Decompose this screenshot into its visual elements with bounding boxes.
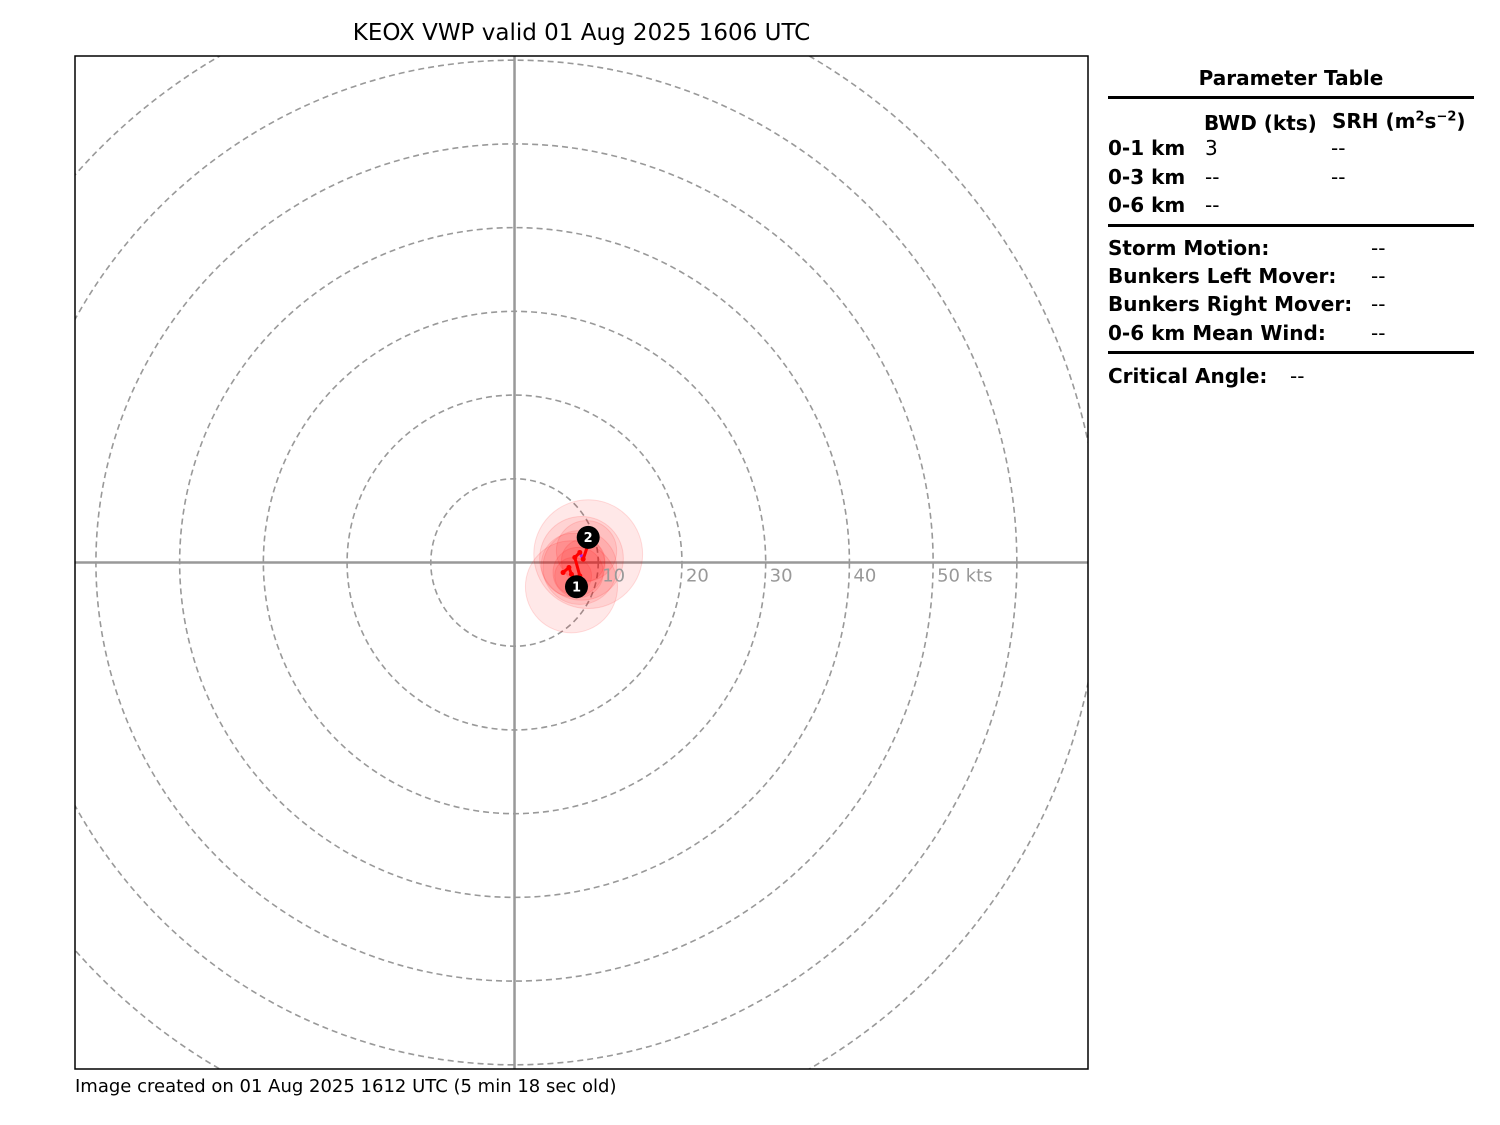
hodograph-point-2 bbox=[568, 571, 574, 577]
row-0-1km-bwd: 3 bbox=[1205, 136, 1218, 160]
plot-frame bbox=[74, 55, 1089, 1070]
srh-header: SRH (m2s−2) bbox=[1332, 109, 1466, 133]
hodograph-point-1 bbox=[566, 565, 572, 571]
height-marker-1 bbox=[564, 575, 588, 599]
hodograph-point-0 bbox=[560, 570, 566, 576]
table-rule-bottom bbox=[1108, 351, 1474, 354]
mean-wind-label: 0-6 km Mean Wind: bbox=[1108, 321, 1326, 345]
bunkers-right-value: -- bbox=[1371, 292, 1386, 316]
row-0-1km-srh: -- bbox=[1331, 136, 1346, 160]
row-0-1km-label: 0-1 km bbox=[1108, 136, 1186, 160]
bunkers-left-value: -- bbox=[1371, 264, 1386, 288]
hodograph-point-5 bbox=[572, 554, 578, 560]
ring-label-10: 10 bbox=[602, 566, 625, 587]
hodograph-segment-4 bbox=[573, 555, 582, 578]
bunkers-right-label: Bunkers Right Mover: bbox=[1108, 292, 1353, 316]
ring-label-40: 40 bbox=[853, 566, 876, 587]
uncertainty-circle-1 bbox=[533, 499, 644, 610]
chart-title: KEOX VWP valid 01 Aug 2025 1606 UTC bbox=[352, 20, 811, 46]
parameter-table-title: Parameter Table bbox=[1198, 66, 1384, 90]
row-0-3km-bwd: -- bbox=[1205, 165, 1220, 189]
hodograph-point-7 bbox=[580, 556, 586, 562]
image-created-footer: Image created on 01 Aug 2025 1612 UTC (5… bbox=[75, 1076, 617, 1097]
mean-wind-value: -- bbox=[1371, 321, 1386, 345]
height-marker-label-2: 2 bbox=[584, 531, 593, 546]
hodograph-point-6 bbox=[577, 549, 583, 555]
storm-motion-value: -- bbox=[1371, 236, 1386, 260]
table-rule-top bbox=[1108, 96, 1474, 99]
critical-angle-value: -- bbox=[1290, 364, 1305, 388]
ring-label-20: 20 bbox=[686, 566, 709, 587]
ring-label-30: 30 bbox=[770, 566, 793, 587]
table-rule-middle bbox=[1108, 224, 1474, 227]
critical-angle-label: Critical Angle: bbox=[1108, 364, 1268, 388]
bunkers-left-label: Bunkers Left Mover: bbox=[1108, 264, 1337, 288]
row-0-3km-label: 0-3 km bbox=[1108, 165, 1186, 189]
bwd-header: BWD (kts) bbox=[1204, 111, 1317, 135]
storm-motion-label: Storm Motion: bbox=[1108, 236, 1270, 260]
row-0-6km-bwd: -- bbox=[1205, 193, 1220, 217]
row-0-3km-srh: -- bbox=[1331, 165, 1346, 189]
height-marker-2 bbox=[576, 525, 600, 549]
ring-label-50: 50 kts bbox=[937, 566, 993, 587]
height-marker-label-1: 1 bbox=[572, 580, 581, 595]
row-0-6km-label: 0-6 km bbox=[1108, 193, 1186, 217]
